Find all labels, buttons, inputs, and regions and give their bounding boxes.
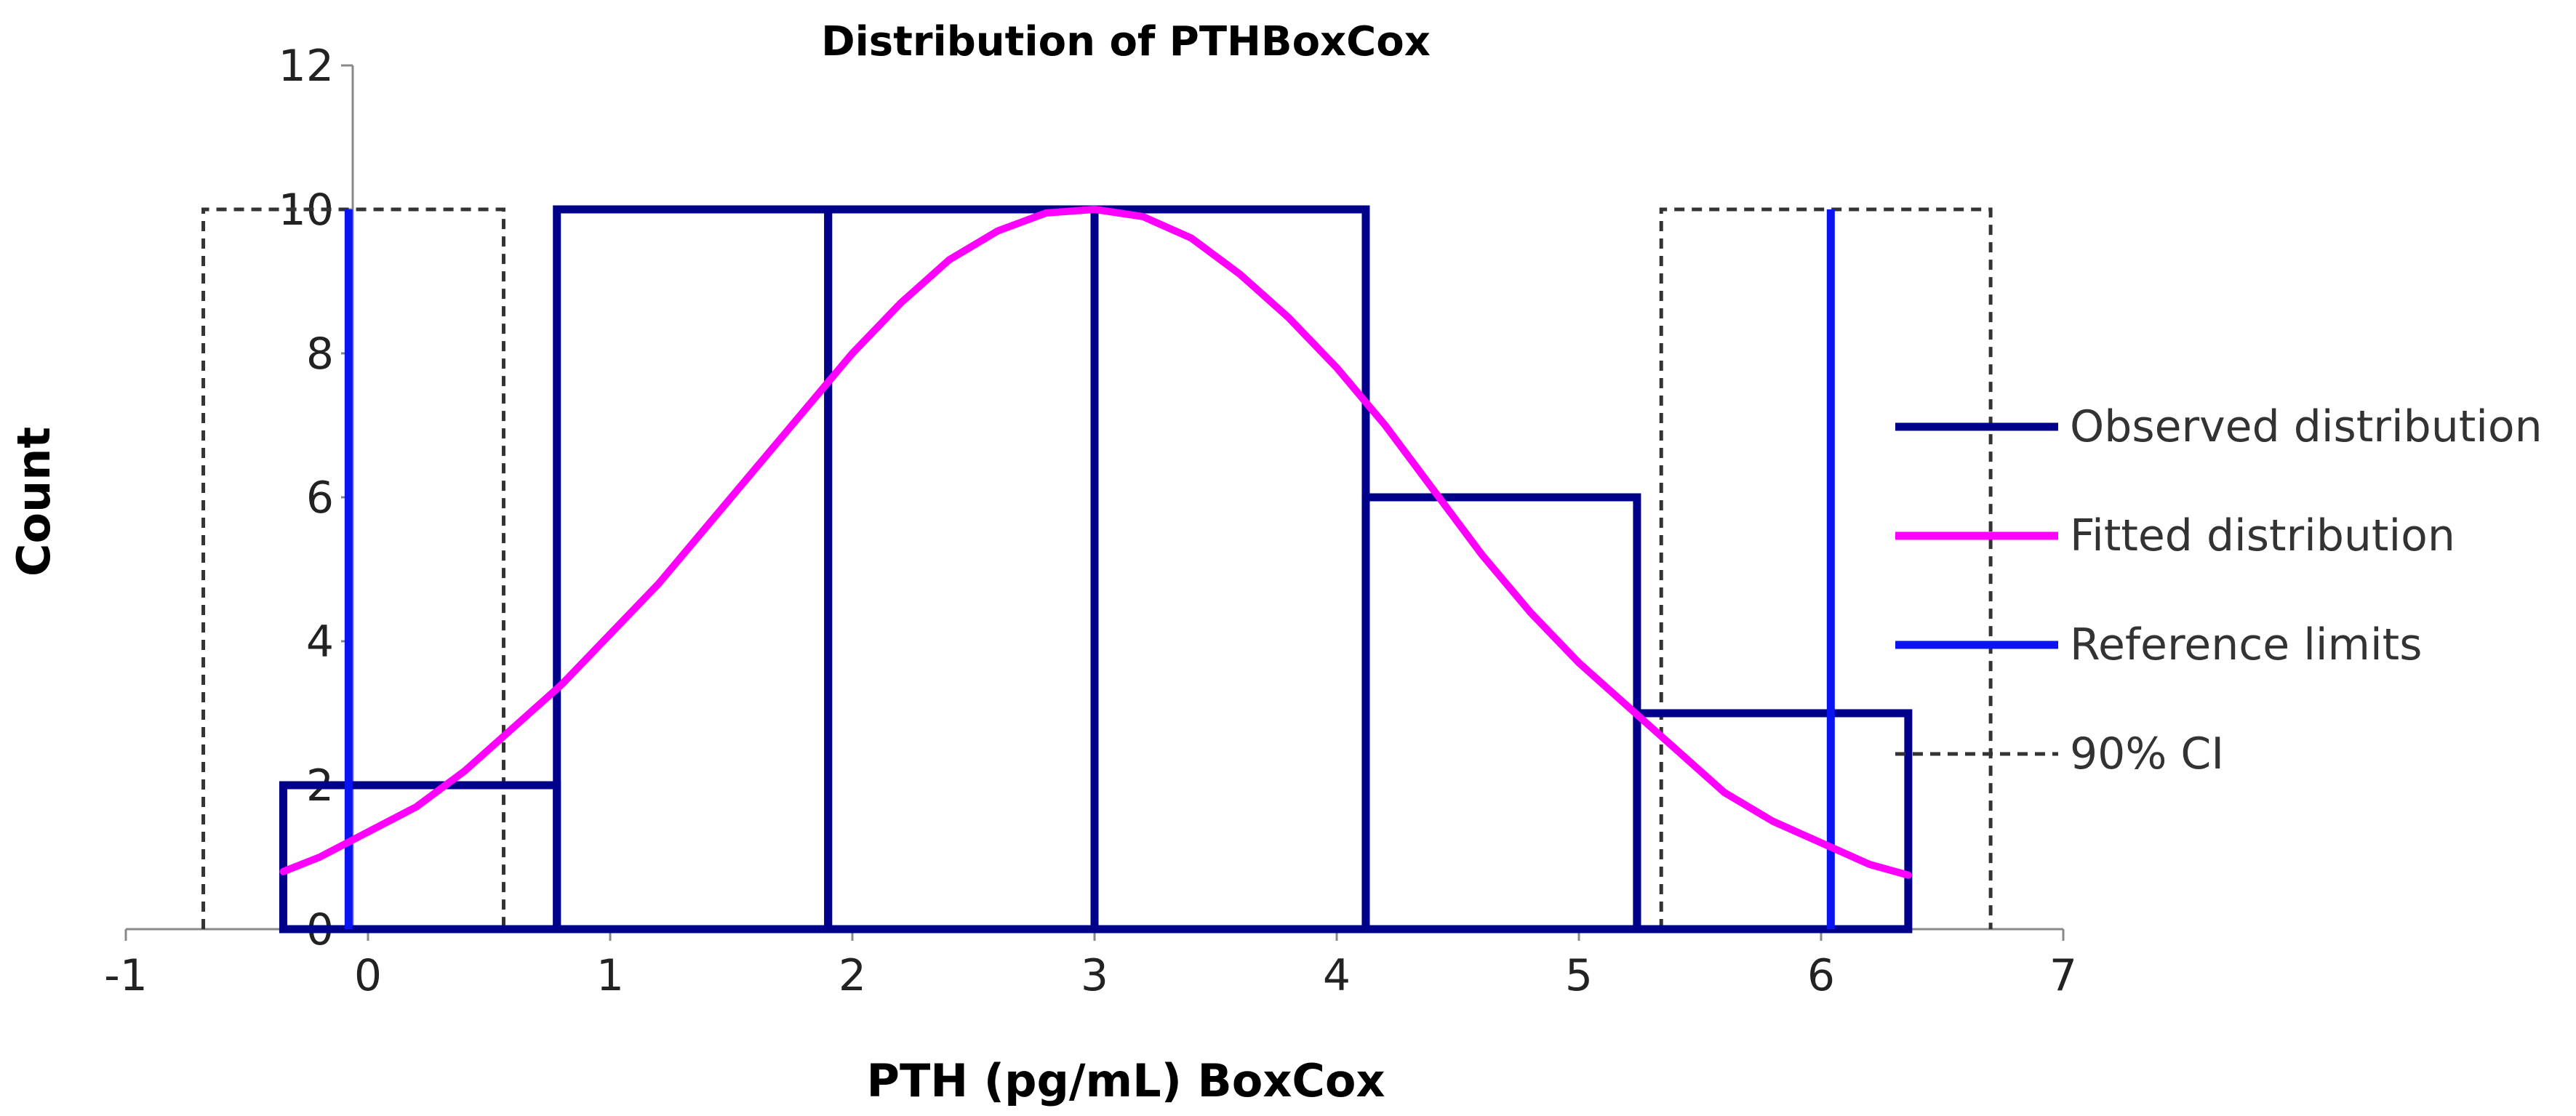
ci-box	[201, 207, 505, 929]
x-tick-label: 6	[1807, 950, 1835, 1001]
x-tick-label: 4	[1323, 950, 1351, 1001]
histogram-bar	[1361, 493, 1641, 934]
histogram-bar	[1633, 709, 1913, 934]
x-tick-label: -1	[104, 950, 148, 1001]
y-tick-label: 6	[306, 473, 334, 523]
y-axis-label: Count	[7, 427, 60, 577]
x-tick-label: 7	[2049, 950, 2077, 1001]
x-tick-label: 5	[1565, 950, 1593, 1001]
legend-label: 90% CI	[2070, 728, 2224, 779]
ci-box	[1659, 207, 1993, 929]
legend-label: Fitted distribution	[2070, 510, 2455, 561]
histogram-bar	[1090, 205, 1370, 934]
y-tick-label: 12	[279, 41, 334, 92]
x-tick-label: 2	[839, 950, 866, 1001]
y-tick-label: 4	[306, 617, 334, 667]
histogram-bar	[824, 205, 1099, 934]
legend-label: Reference limits	[2070, 619, 2422, 670]
y-tick-label: 8	[306, 329, 334, 380]
fitted-curve	[279, 206, 1912, 879]
legend-label: Observed distribution	[2070, 401, 2543, 452]
x-tick-label: 0	[354, 950, 382, 1001]
x-tick-label: 1	[596, 950, 624, 1001]
chart-title: Distribution of PTHBoxCox	[821, 18, 1431, 65]
legend: Observed distribution Fitted distribution…	[1895, 401, 2543, 779]
x-tick-label: 3	[1081, 950, 1108, 1001]
histogram-bar	[553, 205, 833, 934]
x-axis-label: PTH (pg/mL) BoxCox	[867, 1054, 1385, 1107]
